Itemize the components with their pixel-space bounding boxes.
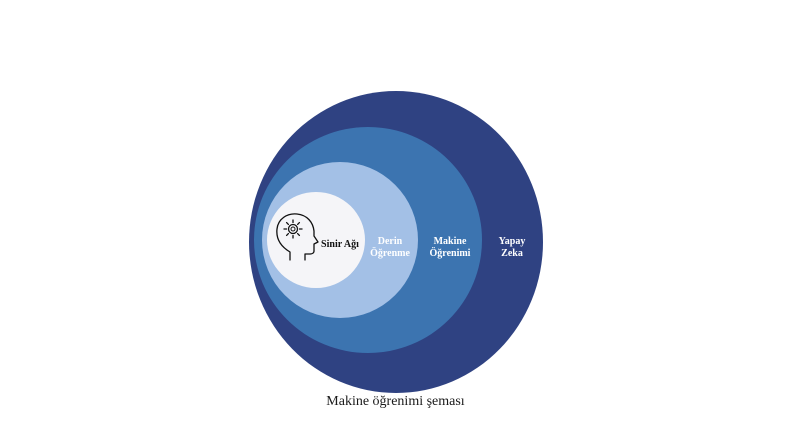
- derin-ogrenme-label-line1: Derin: [378, 236, 403, 247]
- makine-ogrenimi-label-line1: Makine: [434, 236, 467, 247]
- derin-ogrenme-label-line2: Öğrenme: [370, 246, 410, 259]
- makine-ogrenimi-label-line2: Öğrenimi: [430, 246, 471, 259]
- yapay-zeka-label-line1: Yapay: [499, 236, 526, 247]
- diagram-caption: Makine öğrenimi şeması: [326, 394, 465, 409]
- sinir-agi-label: Sinir Ağı: [321, 239, 359, 250]
- yapay-zeka-label-line2: Zeka: [501, 248, 523, 259]
- head-with-gear-icon: [276, 213, 319, 261]
- layer-sinir-agi: Sinir Ağı: [267, 192, 365, 288]
